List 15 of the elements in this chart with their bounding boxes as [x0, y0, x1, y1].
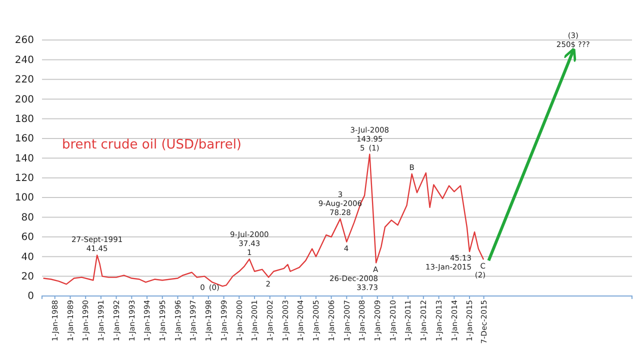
text: brent crude oil (USD/barrel) [62, 137, 242, 152]
y-tick-label: 140 [14, 153, 34, 164]
y-tick-label: 180 [14, 114, 34, 125]
y-tick-label: 220 [14, 74, 34, 86]
y-tick-label: 100 [14, 192, 34, 204]
y-tick-label: 40 [21, 252, 34, 263]
y-tick-label: 80 [21, 212, 34, 224]
y-tick-label: 160 [14, 134, 34, 145]
y-tick-label: 20 [21, 272, 34, 283]
y-tick-label: 240 [14, 54, 34, 66]
y-tick-label: 60 [21, 232, 34, 244]
y-tick-label: 120 [14, 173, 34, 184]
y-tick-label: 260 [14, 35, 34, 46]
y-tick-label: 200 [14, 94, 34, 106]
y-tick-label: 0 [28, 291, 34, 302]
